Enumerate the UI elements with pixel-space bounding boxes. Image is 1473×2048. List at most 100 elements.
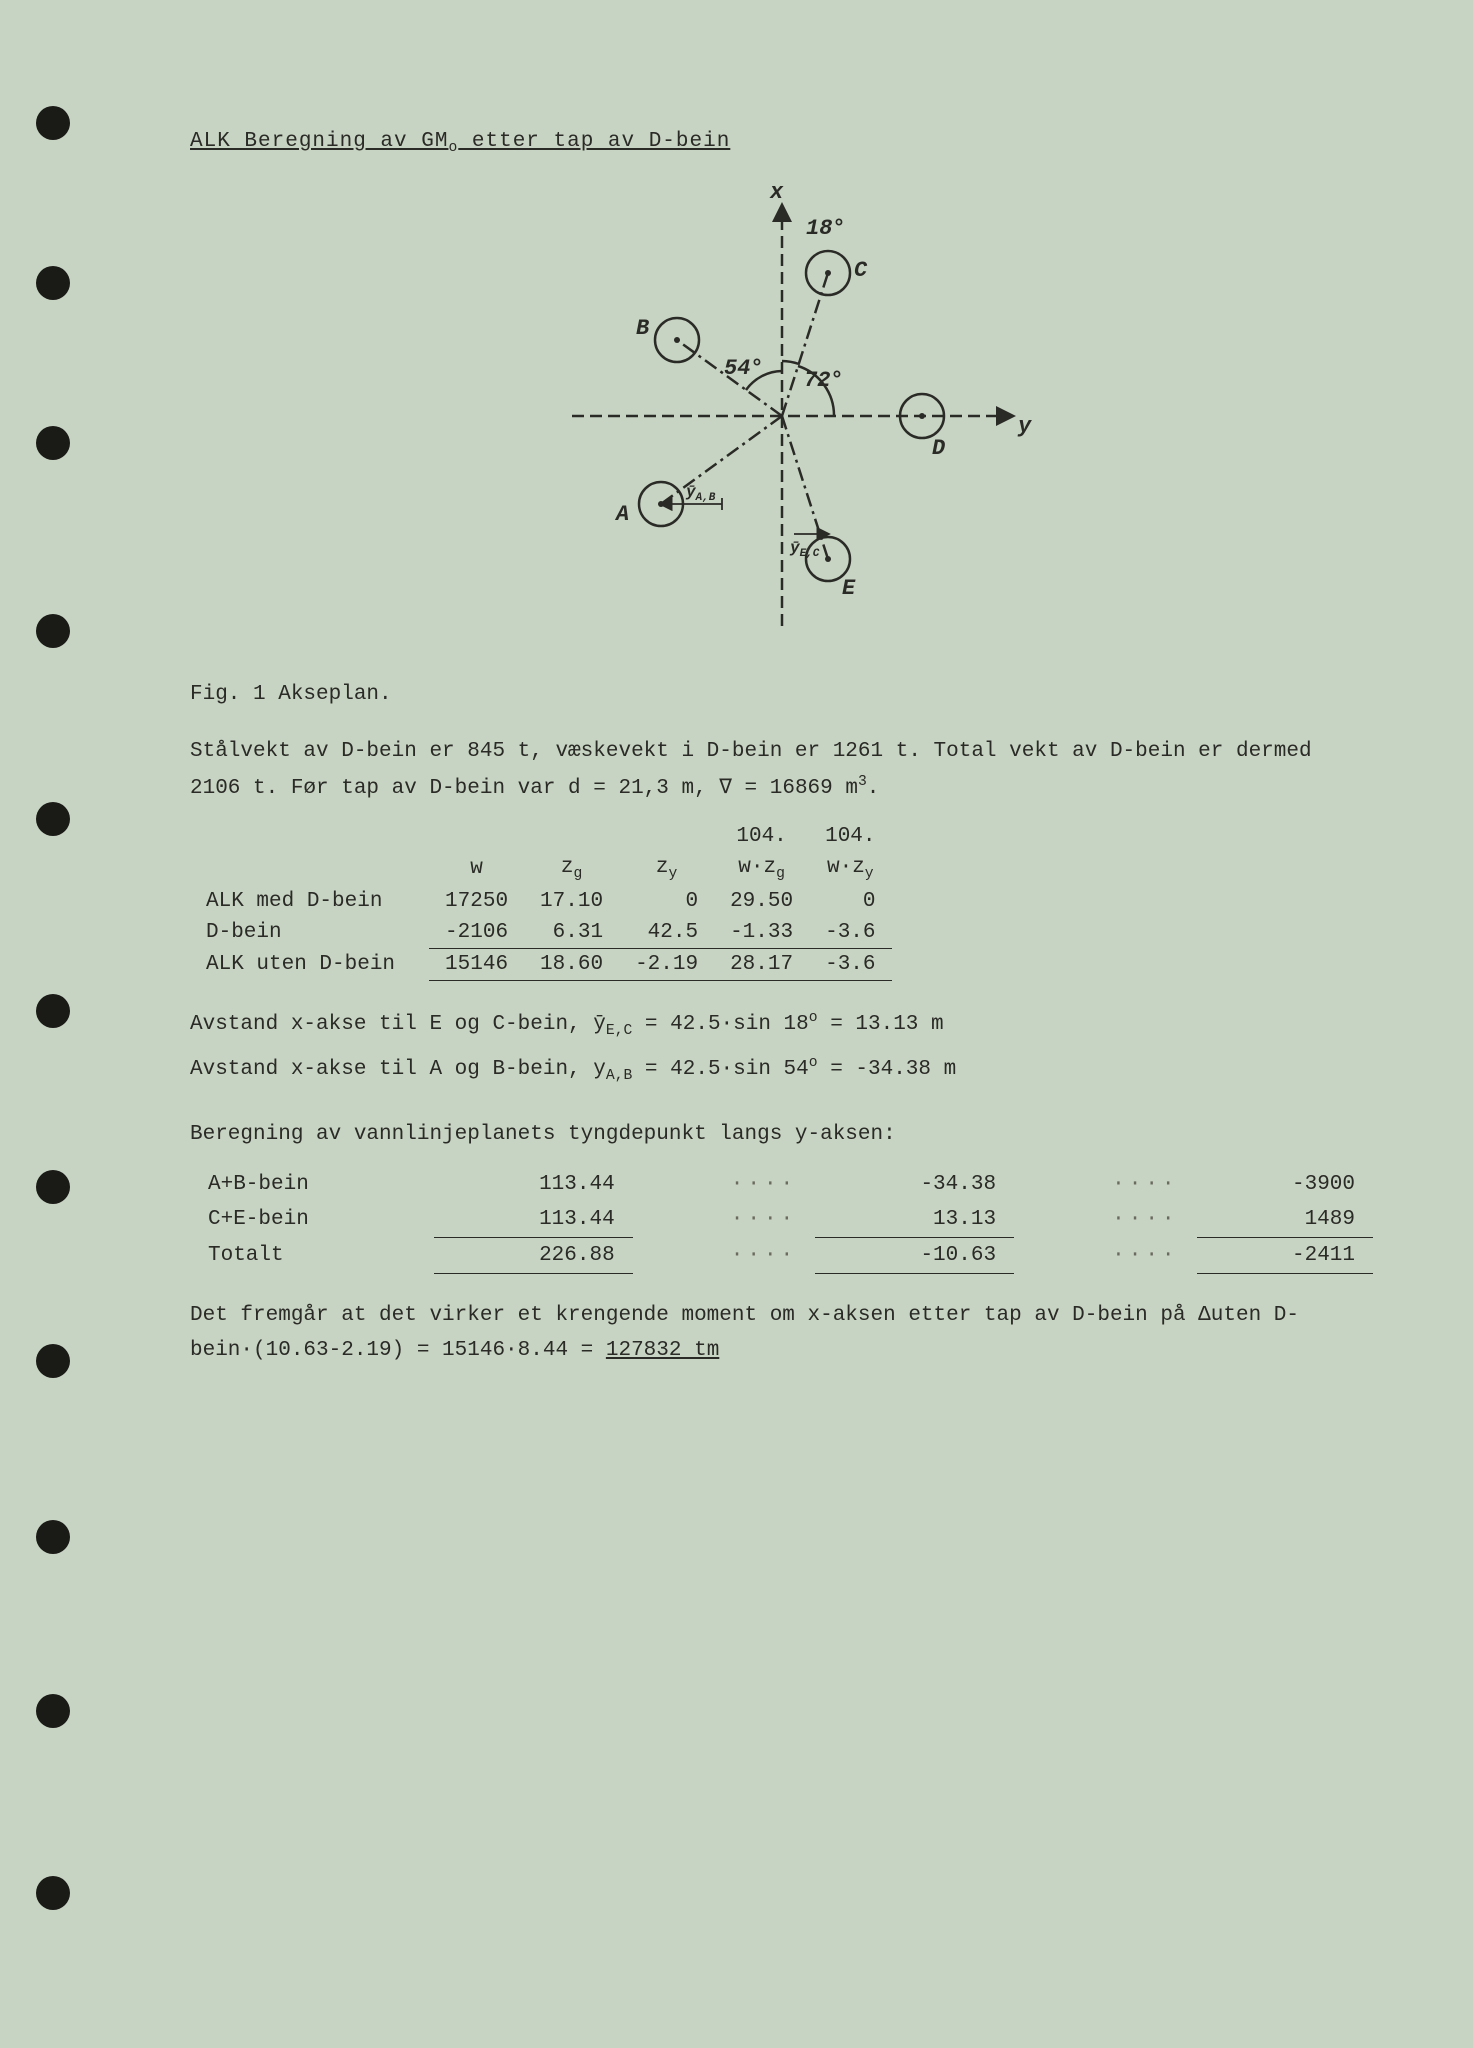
t1-r1-wzg: -1.33 [714,917,809,949]
node-c-label: C [854,258,868,283]
table-row: C+E-bein 113.44 ···· 13.13 ···· 1489 [190,1202,1373,1238]
t2-r0-c1: 113.44 [434,1167,633,1202]
page: ALK Beregning av GMo etter tap av D-bein [0,0,1473,1443]
t1-h-wzg-pre: 104. [714,821,809,852]
t2-r1-c2: 13.13 [815,1202,1014,1238]
t1-h-zg-sub: g [573,866,582,882]
t1-r1-w: -2106 [429,917,524,949]
t1-r2-wzy: -3.6 [809,948,891,980]
t2-r1-c1: 113.44 [434,1202,633,1238]
page-title: ALK Beregning av GMo etter tap av D-bein [190,130,1373,156]
t2-r1-lbl: C+E-bein [190,1202,434,1238]
para1-a: Stålvekt av D-bein er 845 t, væskevekt i… [190,740,1312,800]
t1-h-wzg: w·z [738,856,776,879]
punch-hole [36,1170,70,1204]
paragraph-2: Beregning av vannlinjeplanets tyngdepunk… [190,1117,1373,1153]
node-e-label: E [842,576,856,601]
punch-hole [36,802,70,836]
formula-ab: Avstand x-akse til A og B-bein, yA,B = 4… [190,1050,1373,1091]
para1-b: . [867,777,880,800]
table-row: w zg zy w·zg w·zy [190,852,892,886]
t1-r0-wzy: 0 [809,886,891,917]
t1-h-wzy-sub: y [865,866,874,882]
t1-r2-wzg: 28.17 [714,948,809,980]
t1-r0-zy: 0 [619,886,714,917]
t1-h-zg: z [561,856,574,879]
t1-r1-wzy: -3.6 [809,917,891,949]
t2-r0-c3: -3900 [1197,1167,1373,1202]
dot-leader: ···· [1014,1202,1196,1238]
node-a-label: A [614,502,629,527]
f-ec-sub: E,C [606,1023,632,1039]
dot-leader: ···· [633,1167,815,1202]
punch-hole [36,614,70,648]
diagram-svg: x y 18° 54° 72° B C D E A ȳA,B ȳE,C [522,186,1042,646]
t1-h-wzy: w·z [827,856,865,879]
punch-hole [36,426,70,460]
punch-hole [36,994,70,1028]
table-2: A+B-bein 113.44 ···· -34.38 ···· -3900 C… [190,1167,1373,1274]
t2-r2-c2: -10.63 [815,1237,1014,1273]
t1-r1-lbl: D-bein [190,917,429,949]
angle-72: 72° [804,368,844,393]
paragraph-1: Stålvekt av D-bein er 845 t, væskevekt i… [190,734,1373,806]
formula-ec: Avstand x-akse til E og C-bein, ȳE,C = 4… [190,1005,1373,1046]
t1-h-zy-sub: y [668,866,677,882]
t1-r2-zy: -2.19 [619,948,714,980]
node-d-label: D [932,436,945,461]
t2-r2-lbl: Totalt [190,1237,434,1273]
axis-y-label: y [1017,414,1032,439]
t2-r1-c3: 1489 [1197,1202,1373,1238]
angle-54: 54° [724,356,764,381]
node-b-label: B [636,316,649,341]
f-ab-b: = 42.5·sin 54 [632,1058,808,1081]
title-text-b: etter tap av D-bein [458,130,730,153]
table-row: D-bein -2106 6.31 42.5 -1.33 -3.6 [190,917,892,949]
dot-leader: ···· [633,1202,815,1238]
table-row: ALK med D-bein 17250 17.10 0 29.50 0 [190,886,892,917]
paragraph-3: Det fremgår at det virker et krengende m… [190,1298,1373,1369]
t1-h-w: w [470,857,483,880]
vec-yab-label: ȳA,B [685,483,716,504]
para1-sup: 3 [858,774,867,790]
table-row: A+B-bein 113.44 ···· -34.38 ···· -3900 [190,1167,1373,1202]
f-ec-c: = 13.13 m [818,1013,944,1036]
t1-r0-wzg: 29.50 [714,886,809,917]
figure-caption: Fig. 1 Akseplan. [190,683,1373,706]
t1-r0-zg: 17.10 [524,886,619,917]
f-ab-a: Avstand x-akse til A og B-bein, y [190,1058,606,1081]
punch-hole [36,1694,70,1728]
punch-hole [36,1520,70,1554]
para3-result: 127832 tm [606,1339,719,1362]
para3-a: Det fremgår at det virker et krengende m… [190,1304,1299,1363]
axis-diagram: x y 18° 54° 72° B C D E A ȳA,B ȳE,C [522,186,1042,653]
f-ab-c: = -34.38 m [818,1058,957,1081]
table-row: Totalt 226.88 ···· -10.63 ···· -2411 [190,1237,1373,1273]
punch-hole [36,1344,70,1378]
t1-r2-w: 15146 [429,948,524,980]
t1-h-wzy-pre: 104. [809,821,891,852]
table-1: 104. 104. w zg zy w·zg w·zy ALK med D-be… [190,821,892,981]
title-text-a: ALK Beregning av GM [190,130,448,153]
t1-r0-w: 17250 [429,886,524,917]
dot-leader: ···· [633,1237,815,1273]
punch-hole [36,266,70,300]
t1-h-zy: z [656,856,669,879]
angle-18: 18° [806,216,846,241]
t2-r0-lbl: A+B-bein [190,1167,434,1202]
t2-r2-c1: 226.88 [434,1237,633,1273]
t1-r1-zy: 42.5 [619,917,714,949]
f-ec-b: = 42.5·sin 18 [632,1013,808,1036]
dot-leader: ···· [1014,1237,1196,1273]
f-ec-sup: o [809,1010,818,1026]
punch-hole [36,1876,70,1910]
title-sub: o [448,140,458,156]
table-row: 104. 104. [190,821,892,852]
f-ec-a: Avstand x-akse til E og C-bein, ȳ [190,1013,606,1036]
dot-leader: ···· [1014,1167,1196,1202]
t1-h-wzg-sub: g [776,866,785,882]
t1-r0-lbl: ALK med D-bein [190,886,429,917]
t1-r2-zg: 18.60 [524,948,619,980]
table-row: ALK uten D-bein 15146 18.60 -2.19 28.17 … [190,948,892,980]
t2-r0-c2: -34.38 [815,1167,1014,1202]
